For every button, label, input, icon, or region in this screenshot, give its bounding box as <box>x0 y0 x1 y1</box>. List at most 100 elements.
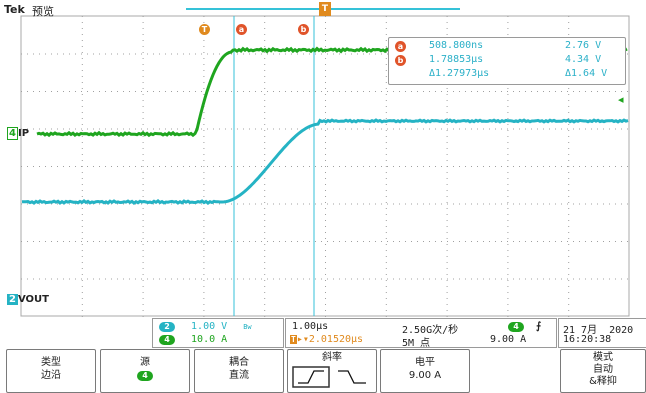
grid-dot <box>381 203 382 205</box>
grid-dot <box>261 241 262 242</box>
trigger-source-button[interactable]: 源 4 <box>100 349 190 393</box>
grid-dot <box>385 52 387 53</box>
grid-dot <box>561 203 562 205</box>
grid-dot <box>264 142 266 143</box>
grid-dot <box>142 64 144 65</box>
grid-dot <box>453 128 454 130</box>
grid-dot <box>465 203 466 205</box>
grid-dot <box>105 203 106 205</box>
grid-dot <box>385 94 387 95</box>
grid-dot <box>105 128 106 130</box>
grid-dot <box>345 166 346 167</box>
ch4-setting-row: 4 10.0 A <box>159 334 227 345</box>
grid-dot <box>345 128 346 130</box>
grid-dot <box>219 53 220 55</box>
grid-dot <box>81 304 83 305</box>
grid-dot <box>489 241 490 242</box>
grid-dot <box>519 278 520 280</box>
grid-dot <box>568 220 570 221</box>
grid-dot <box>483 278 484 280</box>
grid-dot <box>325 184 326 185</box>
grid-dot <box>309 53 310 55</box>
grid-dot <box>609 91 610 92</box>
grid-dot <box>325 112 326 113</box>
grid-dot <box>189 128 190 130</box>
trigger-mode-button[interactable]: 模式 自动 &释抑 <box>560 349 646 393</box>
readout-b-value: 4.34 V <box>565 54 602 65</box>
trigger-level-arrow[interactable]: ◂ <box>618 93 624 106</box>
grid-dot <box>273 203 274 205</box>
grid-dot <box>225 166 226 167</box>
grid-dot <box>507 94 509 95</box>
grid-dot <box>333 166 334 167</box>
grid-dot <box>81 172 83 173</box>
grid-dot <box>543 278 544 280</box>
grid-dot <box>171 278 172 280</box>
trigger-type-button[interactable]: 类型 边沿 <box>6 349 96 393</box>
cursor-b-badge[interactable]: b <box>298 24 309 35</box>
vertical-settings-box[interactable]: 2 1.00 V Bw 4 10.0 A <box>152 318 284 348</box>
grid-dot <box>39 241 40 242</box>
grid-dot <box>189 53 190 55</box>
grid-dot <box>446 136 448 137</box>
grid-dot <box>45 166 46 167</box>
falling-slope-icon[interactable] <box>338 370 366 384</box>
grid-dot <box>507 232 509 233</box>
trigger-coupling-button[interactable]: 耦合 直流 <box>194 349 284 393</box>
grid-dot <box>142 88 144 89</box>
grid-dot <box>142 76 144 77</box>
grid-dot <box>471 128 472 130</box>
grid-dot <box>325 256 326 257</box>
grid-dot <box>465 241 466 242</box>
grid-dot <box>237 53 238 55</box>
ch2-ground-marker[interactable]: 2 VOUT <box>7 294 49 305</box>
ch4-ground-marker[interactable]: 4 IP <box>7 127 29 140</box>
grid-dot <box>385 112 387 113</box>
horizontal-trigger-box[interactable]: 1.00μs T▸▾2.01520μs 2.50G次/秒 5M 点 4 ⨍ 9.… <box>285 318 557 349</box>
grid-dot <box>195 241 196 242</box>
grid-dot <box>33 91 34 92</box>
grid-dot <box>267 278 268 280</box>
trigger-position-marker[interactable]: T <box>319 2 331 16</box>
grid-dot <box>264 40 266 41</box>
grid-dot <box>81 70 83 71</box>
grid-dot <box>471 203 472 205</box>
grid-dot <box>81 220 83 221</box>
grid-dot <box>325 88 326 89</box>
brand-logo: Tek <box>4 3 25 16</box>
grid-dot <box>309 203 310 205</box>
grid-dot <box>561 241 562 242</box>
grid-dot <box>142 130 144 131</box>
grid-dot <box>423 203 424 205</box>
grid-dot <box>345 241 346 242</box>
grid-dot <box>385 226 387 227</box>
trigger-cursor-badge[interactable]: T <box>199 24 210 35</box>
grid-dot <box>568 310 570 311</box>
grid-dot <box>141 203 142 205</box>
grid-dot <box>203 136 205 137</box>
trigger-slope-button[interactable]: 斜率 <box>287 349 377 393</box>
grid-dot <box>203 142 205 143</box>
trigger-level-button[interactable]: 电平 9.00 A <box>380 349 470 393</box>
grid-dot <box>39 128 40 130</box>
grid-dot <box>568 100 570 101</box>
grid-dot <box>609 128 610 130</box>
grid-dot <box>333 91 334 92</box>
grid-dot <box>339 203 340 205</box>
cursor-a-badge[interactable]: a <box>236 24 247 35</box>
grid-dot <box>325 190 326 191</box>
grid-dot <box>264 76 266 77</box>
grid-dot <box>507 160 509 161</box>
grid-dot <box>399 166 400 167</box>
grid-dot <box>201 166 202 167</box>
grid-dot <box>507 208 509 209</box>
grid-dot <box>385 244 387 245</box>
grid-dot <box>147 166 148 167</box>
grid-dot <box>325 160 326 161</box>
grid-dot <box>435 91 436 92</box>
grid-dot <box>261 128 262 130</box>
date-display: 21 7月 2020 <box>563 325 634 336</box>
grid-dot <box>325 244 326 245</box>
grid-dot <box>345 91 346 92</box>
grid-dot <box>51 91 52 92</box>
